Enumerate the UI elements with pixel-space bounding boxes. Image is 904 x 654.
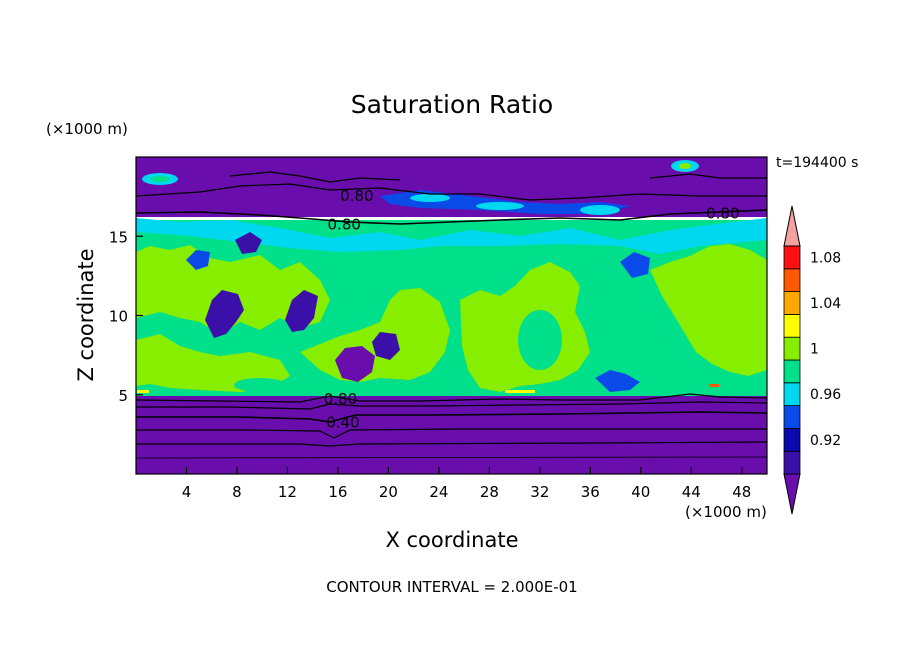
y-axis: 5 10 15	[109, 228, 143, 405]
x-tick-label: 24	[429, 483, 448, 501]
x-tick-label: 28	[480, 483, 499, 501]
contour-label: 0.80	[706, 204, 739, 222]
contour-interval-footer: CONTOUR INTERVAL = 2.000E-01	[326, 578, 577, 596]
contour-label: 0.40	[326, 414, 359, 432]
field-supersaturated-sliver	[505, 390, 535, 393]
saturation-field	[136, 157, 767, 474]
colorbar-segment	[783, 359, 801, 384]
x-tick-label: 44	[682, 483, 701, 501]
colorbar-segment	[783, 382, 801, 406]
x-tick-label: 8	[232, 483, 242, 501]
x-axis: 4 8 12 16 20 24 28 32 36 40 44 48	[182, 467, 751, 501]
field-moist-patch	[234, 378, 286, 392]
field-supersaturated-sliver	[709, 384, 719, 387]
colorbar-tick-label: 1.04	[810, 296, 841, 312]
contour-label: 0.80	[340, 187, 373, 205]
time-label: t=194400 s	[776, 155, 858, 171]
x-tick-label: 12	[278, 483, 297, 501]
colorbar-tick-label: 1	[810, 342, 819, 358]
colorbar-segment	[783, 268, 801, 292]
x-tick-label: 48	[732, 483, 751, 501]
colorbar-tick-label: 0.92	[810, 433, 841, 449]
colorbar-segment	[783, 336, 801, 361]
field-dry-pockets	[186, 232, 650, 392]
x-tick-label: 4	[182, 483, 192, 501]
x-tick-label: 16	[328, 483, 347, 501]
field-upper-boundary	[136, 218, 767, 254]
x-tick-label: 20	[379, 483, 398, 501]
field-green-region-right	[650, 244, 767, 376]
contour-label: 0.80	[324, 390, 357, 408]
colorbar-tick-label: 0.96	[810, 387, 841, 403]
field-upper-moist-patches	[142, 160, 699, 215]
colorbar-segment	[783, 245, 801, 270]
colorbar-segment	[783, 291, 801, 315]
contour-lines	[136, 171, 767, 459]
colorbar-segment	[783, 450, 801, 475]
colorbar-segment	[783, 427, 801, 452]
field-supersaturated-sliver	[137, 390, 149, 393]
y-unit-label: (×1000 m)	[46, 120, 128, 138]
colorbar-segment	[783, 313, 801, 338]
field-green-region-left	[136, 245, 330, 335]
contour-label: 0.80	[328, 216, 361, 234]
contour-label-layer: 0.80 0.80 0.80 0.80 0.40	[324, 187, 740, 432]
colorbar: 0.92 0.96 1 1.04 1.08	[783, 205, 841, 515]
field-moist-patch	[518, 310, 562, 370]
y-tick-label: 5	[118, 387, 128, 405]
colorbar-segment	[783, 405, 801, 429]
colorbar-over-triangle	[783, 205, 801, 247]
y-tick-label: 10	[109, 308, 128, 326]
chart-title: Saturation Ratio	[351, 90, 553, 119]
field-lower-dry-layer	[136, 395, 767, 474]
y-tick-label: 15	[109, 228, 128, 246]
colorbar-under-triangle	[783, 473, 801, 515]
x-tick-label: 36	[581, 483, 600, 501]
field-green-region-lower-left	[136, 334, 290, 392]
x-tick-label: 40	[631, 483, 650, 501]
x-unit-label: (×1000 m)	[685, 503, 767, 521]
colorbar-tick-label: 1.08	[810, 250, 841, 266]
x-tick-label: 32	[530, 483, 549, 501]
x-axis-label: X coordinate	[385, 528, 518, 552]
y-axis-label: Z coordinate	[74, 248, 98, 381]
